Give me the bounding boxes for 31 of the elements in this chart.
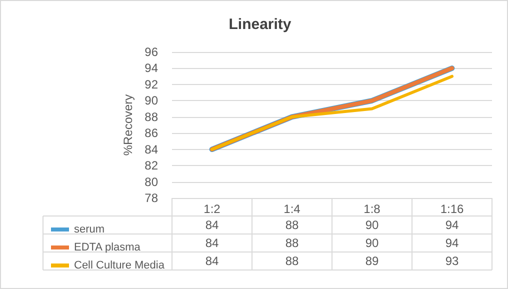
data-label: 89 — [365, 254, 379, 268]
data-label: 84 — [205, 218, 219, 232]
y-tick-label: 80 — [144, 174, 158, 189]
y-tick-label: 94 — [144, 61, 158, 76]
data-label: 88 — [285, 218, 299, 232]
x-tick-label: 1:2 — [204, 202, 221, 216]
chart-title: Linearity — [228, 16, 292, 33]
legend-label: EDTA plasma — [74, 242, 142, 254]
data-label: 93 — [445, 254, 459, 268]
y-tick-label: 88 — [144, 110, 158, 124]
legend-label: Cell Culture Media — [74, 260, 166, 272]
y-tick-label: 86 — [144, 126, 158, 140]
x-tick-label: 1:8 — [364, 202, 381, 216]
data-label: 84 — [205, 254, 219, 268]
x-tick-label: 1:4 — [284, 202, 301, 216]
data-label: 90 — [365, 236, 379, 250]
data-label: 88 — [285, 254, 299, 268]
data-label: 90 — [365, 218, 379, 232]
y-tick-label: 78 — [144, 191, 158, 205]
y-tick-label: 92 — [144, 77, 158, 92]
data-label: 94 — [445, 218, 459, 232]
data-label: 84 — [205, 236, 219, 250]
y-tick-label: 84 — [144, 142, 158, 156]
y-tick-label: 96 — [144, 45, 158, 59]
x-tick-label: 1:16 — [440, 202, 464, 216]
y-tick-label: 90 — [144, 94, 158, 108]
y-axis-title: %Recovery — [121, 94, 135, 156]
data-label: 88 — [285, 236, 299, 250]
y-tick-label: 82 — [144, 158, 158, 173]
legend-label: serum — [74, 224, 105, 236]
data-label: 94 — [445, 236, 459, 250]
